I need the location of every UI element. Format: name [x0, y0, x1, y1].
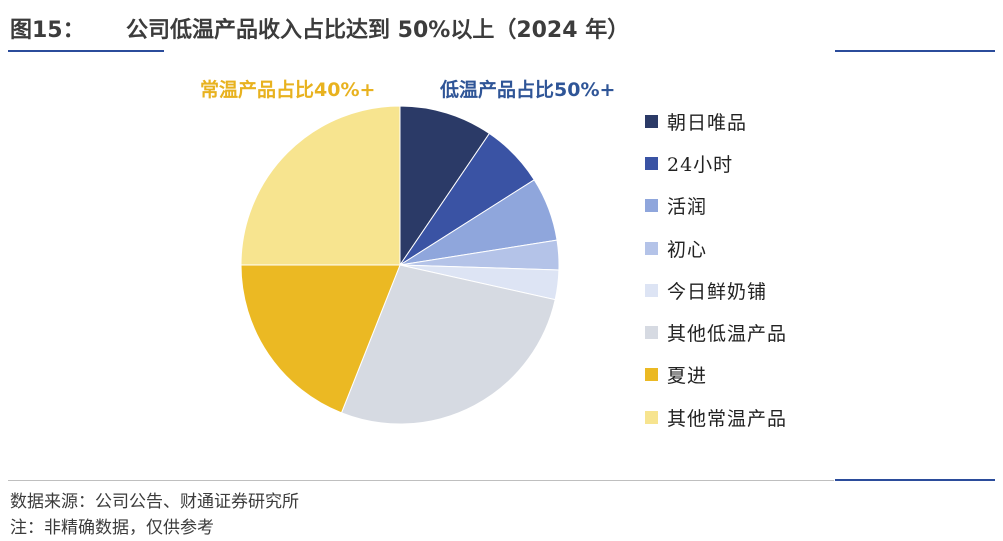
legend-swatch — [645, 410, 658, 424]
figure-header: 图15： 公司低温产品收入占比达到 50%以上（2024 年） — [8, 8, 995, 50]
legend-swatch — [645, 283, 658, 297]
legend-swatch — [645, 326, 658, 340]
legend-label: 初心 — [667, 238, 708, 261]
figure-number: 图15： — [10, 18, 85, 43]
legend-item: 朝日唯品 — [645, 100, 787, 142]
legend-label: 其他常温产品 — [667, 407, 788, 430]
pie-slice — [240, 105, 401, 266]
legend-item: 初心 — [645, 227, 787, 269]
source-note: 数据来源：公司公告、财通证券研究所 — [10, 492, 299, 512]
legend-item: 其他常温产品 — [645, 396, 787, 438]
footer-rule — [8, 480, 834, 481]
legend-label: 24小时 — [667, 153, 734, 176]
pie-slices — [240, 105, 560, 425]
pie-slice — [340, 264, 556, 425]
legend-item: 活润 — [645, 185, 787, 227]
legend-swatch — [645, 199, 658, 213]
pie-slice — [240, 264, 401, 414]
legend-label: 朝日唯品 — [667, 111, 748, 134]
disclaimer-note: 注：非精确数据，仅供参考 — [10, 518, 214, 538]
annotation-ambient-share: 常温产品占比40%+ — [200, 78, 375, 101]
legend-item: 其他低温产品 — [645, 311, 787, 353]
annotation-chilled-share: 低温产品占比50%+ — [439, 78, 615, 101]
footer-rule-accent — [835, 479, 995, 481]
legend-swatch — [645, 114, 658, 128]
legend-label: 今日鲜奶铺 — [667, 280, 768, 303]
header-rule-left — [8, 50, 164, 52]
legend-swatch — [645, 368, 658, 382]
legend-item: 24小时 — [645, 142, 787, 184]
legend-label: 夏进 — [667, 365, 708, 388]
legend-swatch — [645, 241, 658, 255]
header-rule-right — [835, 50, 995, 52]
legend-item: 今日鲜奶铺 — [645, 269, 787, 311]
legend-swatch — [645, 156, 658, 170]
chart-title: 公司低温产品收入占比达到 50%以上（2024 年） — [126, 18, 630, 43]
chart-legend: 朝日唯品 24小时 活润 初心 今日鲜奶铺 其他低温产品 夏进 其他常温产品 — [645, 100, 787, 438]
legend-label: 活润 — [667, 196, 708, 219]
legend-label: 其他低温产品 — [667, 323, 788, 346]
legend-item: 夏进 — [645, 354, 787, 396]
pie-slice — [399, 105, 491, 267]
